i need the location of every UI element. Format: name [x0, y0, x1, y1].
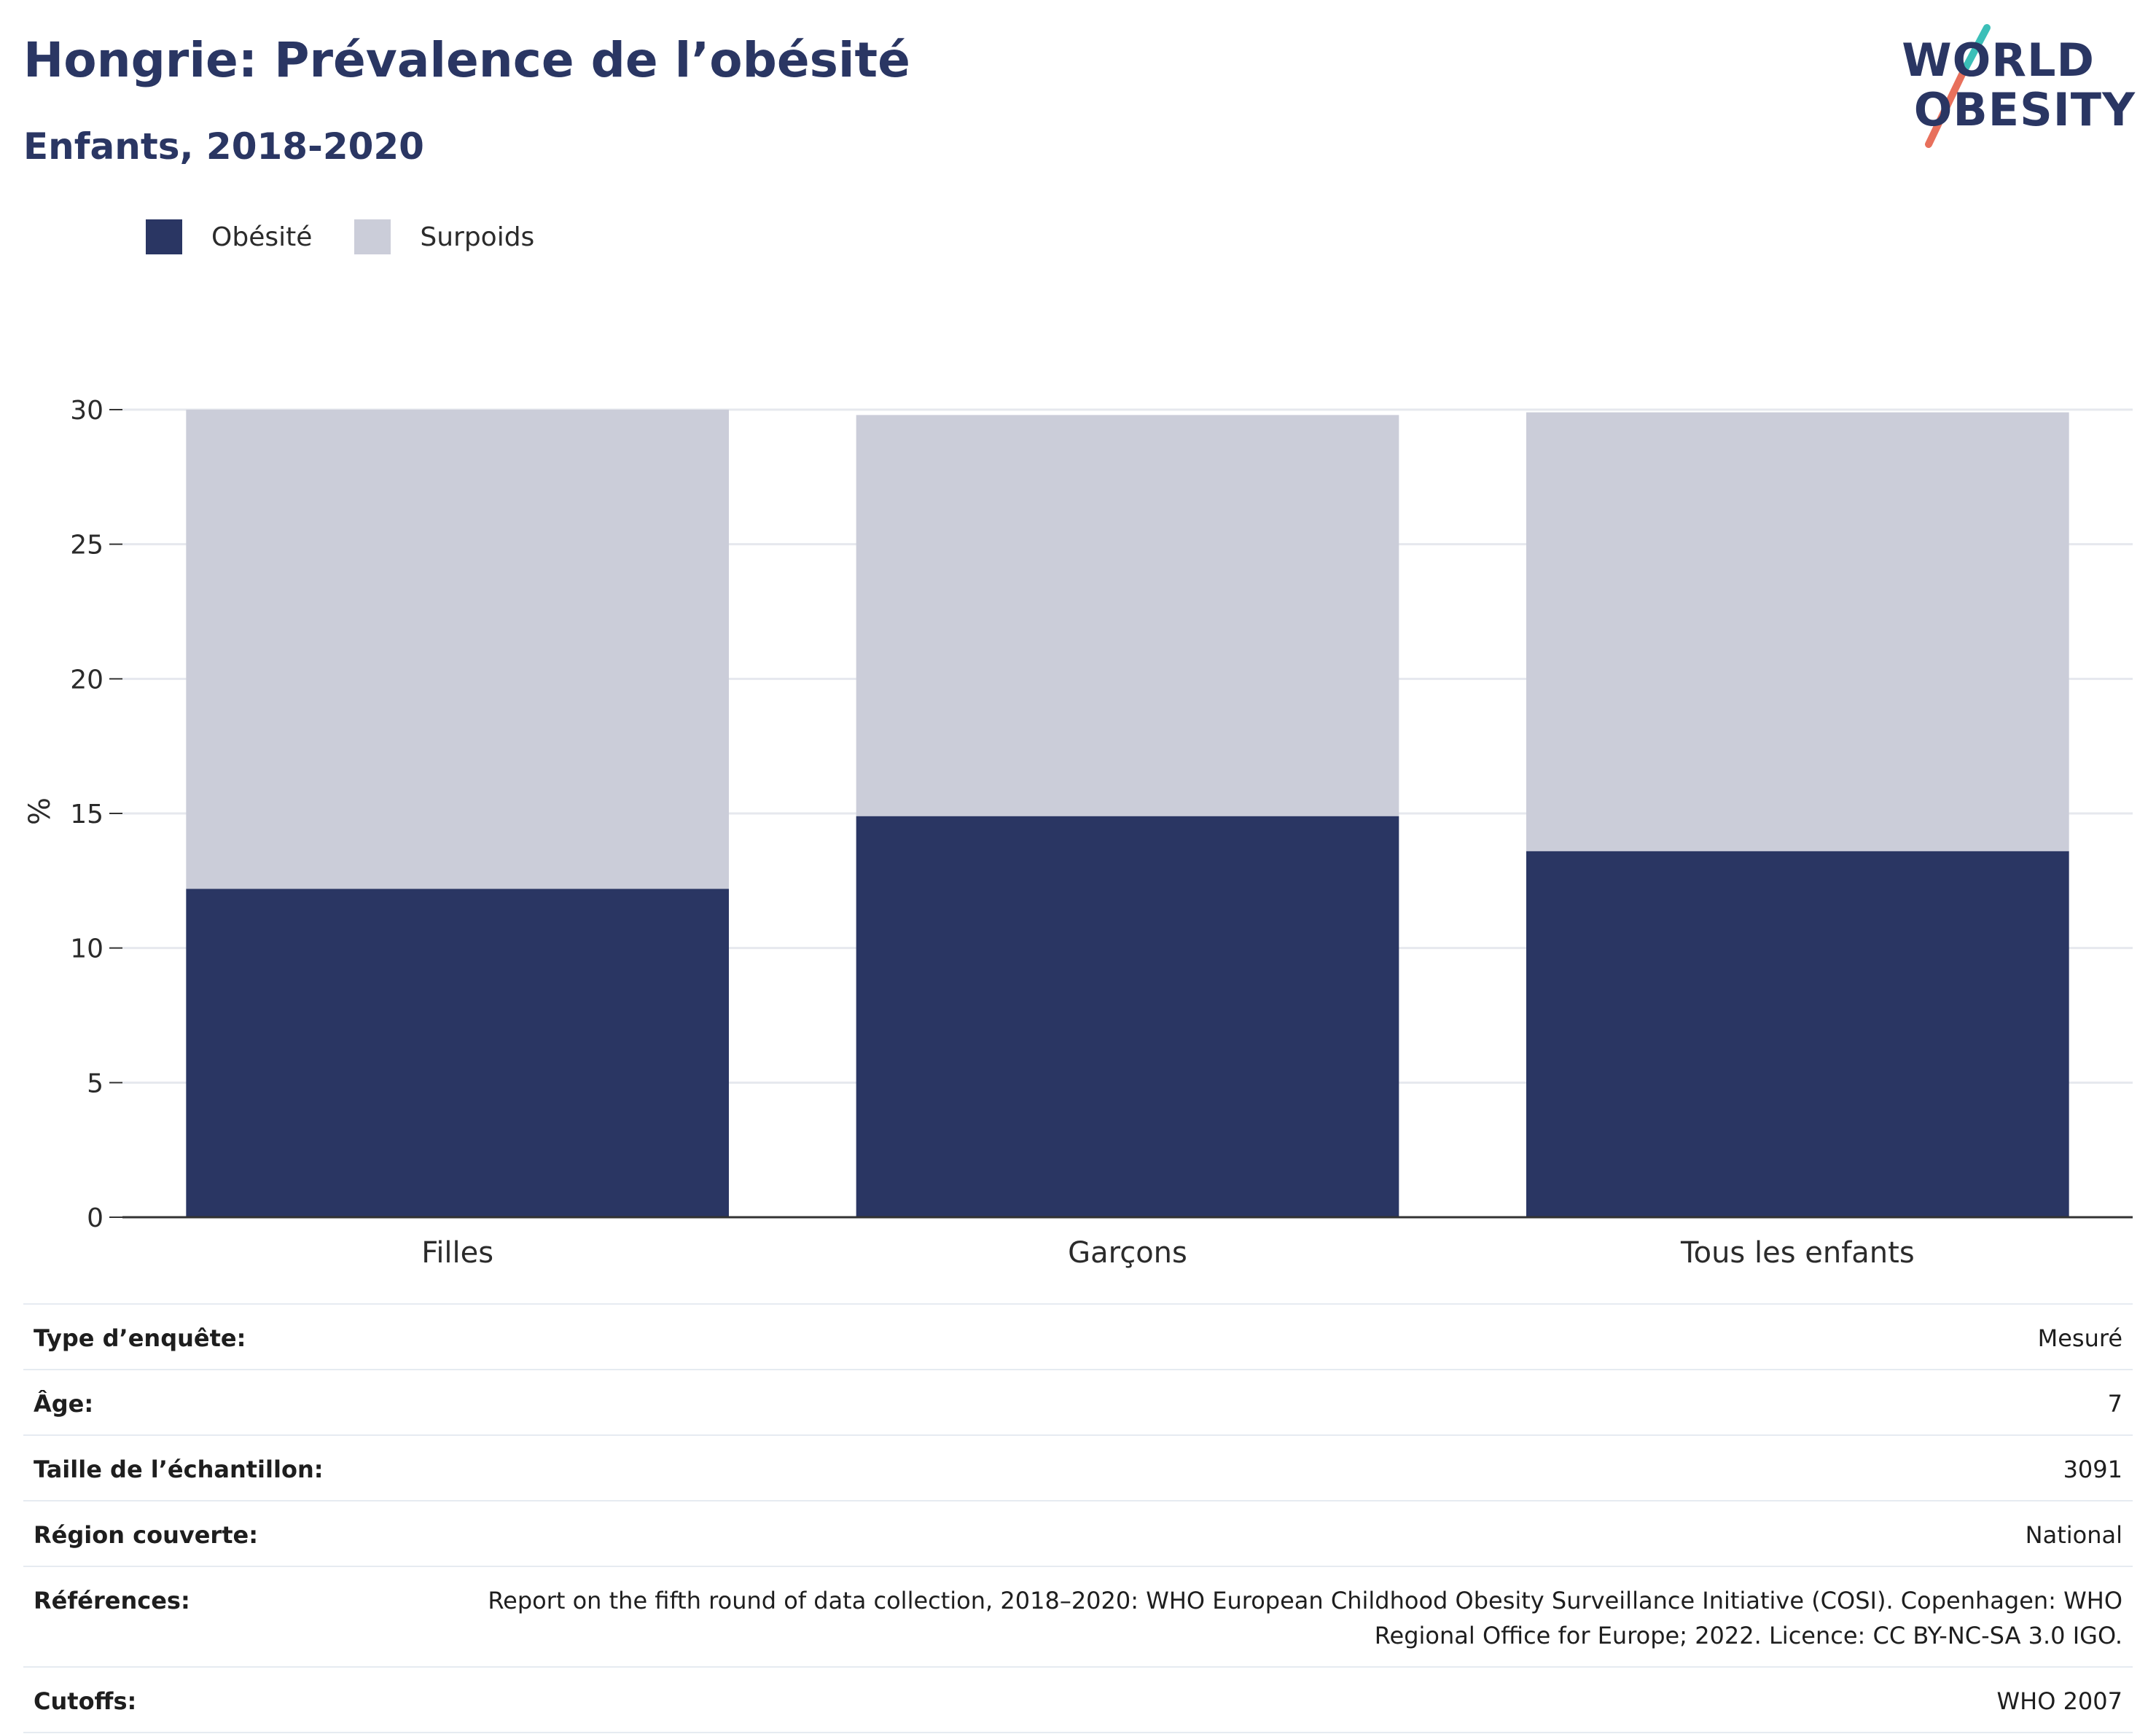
metadata-row: Références: Report on the fifth round of … — [23, 1566, 2133, 1667]
world-obesity-logo: WORLD OBESITY — [1895, 22, 2143, 153]
y-tick-label: 10 — [70, 934, 103, 964]
metadata-key: Taille de l’échantillon: — [34, 1456, 324, 1483]
legend-label-overweight: Surpoids — [420, 222, 535, 252]
x-tick-label: Filles — [421, 1236, 493, 1270]
logo-text-line2: OBESITY — [1913, 83, 2136, 136]
legend-swatch-overweight — [354, 219, 391, 254]
y-tick-label: 0 — [87, 1203, 103, 1233]
metadata-value: Report on the fifth round of data collec… — [488, 1587, 2122, 1649]
bar-obesity — [1526, 851, 2069, 1217]
metadata-value: 7 — [2107, 1390, 2122, 1418]
y-tick-label: 5 — [87, 1069, 103, 1098]
y-tick-label: 20 — [70, 665, 103, 695]
metadata-key: Références: — [34, 1587, 190, 1614]
bar-obesity — [186, 889, 729, 1217]
metadata-key: Région couverte: — [34, 1521, 258, 1549]
x-tick-label: Tous les enfants — [1680, 1236, 1915, 1270]
metadata-row: Type d’enquête: Mesuré — [23, 1304, 2133, 1370]
legend-item-obesity[interactable]: Obésité — [146, 219, 312, 254]
logo-slash-icon — [1925, 24, 1991, 148]
logo-text-line1: WORLD — [1902, 34, 2095, 87]
y-tick-label: 15 — [70, 800, 103, 829]
metadata-value: Mesuré — [2037, 1324, 2122, 1352]
legend-label-obesity: Obésité — [211, 222, 313, 252]
bar-overweight — [1526, 412, 2069, 851]
bar-obesity — [856, 816, 1399, 1217]
metadata-row: Âge: 7 — [23, 1370, 2133, 1435]
survey-metadata-table: Type d’enquête: Mesuré Âge: 7 Taille de l’éc… — [23, 1303, 2133, 1733]
metadata-row: Région couverte: National — [23, 1501, 2133, 1566]
legend-swatch-obesity — [146, 219, 182, 254]
metadata-key: Type d’enquête: — [34, 1324, 246, 1352]
chart-title: Hongrie: Prévalence de l’obésité — [23, 32, 910, 88]
legend-item-overweight[interactable]: Surpoids — [354, 219, 534, 254]
y-tick-label: 30 — [70, 396, 103, 426]
metadata-value: National — [2025, 1521, 2122, 1549]
chart-subtitle: Enfants, 2018-2020 — [23, 125, 424, 168]
metadata-row: Taille de l’échantillon: 3091 — [23, 1435, 2133, 1501]
bar-overweight — [186, 410, 729, 889]
metadata-row: Cutoffs: WHO 2007 — [23, 1667, 2133, 1733]
bar-chart: 0 5 10 15 20 25 30 Filles Garçons Tous les enfant… — [70, 396, 2133, 1270]
metadata-value: 3091 — [2063, 1456, 2122, 1483]
metadata-key: Âge: — [34, 1390, 94, 1418]
y-tick-label: 25 — [70, 531, 103, 561]
x-tick-label: Garçons — [1068, 1236, 1187, 1270]
metadata-value: WHO 2007 — [1996, 1687, 2123, 1715]
chart-legend: Obésité Surpoids — [146, 217, 577, 257]
bar-overweight — [856, 415, 1399, 816]
metadata-key: Cutoffs: — [34, 1687, 137, 1715]
